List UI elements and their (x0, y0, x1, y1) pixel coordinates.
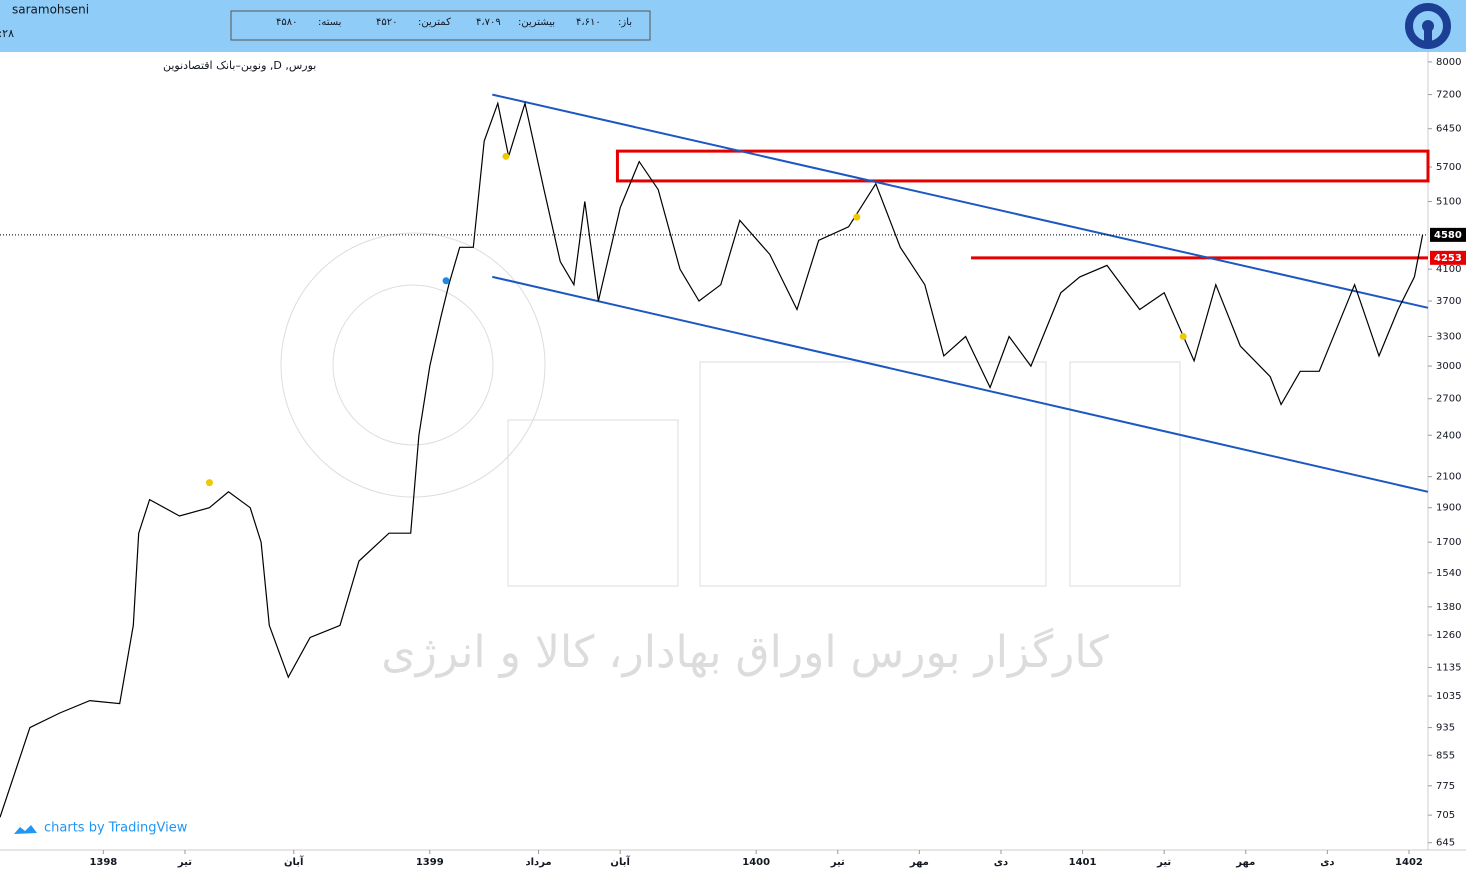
level-tag (1430, 250, 1466, 265)
tv-logo (14, 825, 37, 834)
x-tick-label: دی (1320, 857, 1334, 868)
y-tick-label: 1900 (1436, 503, 1461, 514)
y-tick-label: 8000 (1436, 57, 1461, 68)
x-tick-label: مرداد (526, 857, 552, 868)
datetime: ۱۴۰۲/۰۱/۲۰ ۱۱:۵۰:۲۸ (0, 27, 14, 40)
stat-value: ۴۵۲۰ (376, 17, 397, 28)
stat-value: ۴۵۸۰ (276, 17, 297, 28)
signal-marker (205, 479, 213, 487)
y-tick-label: 7200 (1436, 90, 1461, 101)
y-tick-label: 2400 (1436, 430, 1461, 441)
y-tick-label: 855 (1436, 750, 1455, 761)
y-tick-label: 1260 (1436, 630, 1461, 641)
signal-marker (853, 213, 861, 221)
x-tick-label: 1398 (89, 857, 117, 868)
y-tick-label: 1700 (1436, 537, 1461, 548)
stats: باز: ۴،۶۱۰ بیشترین: ۴،۷۰۹ کمترین: ۴۵۲۰ بسته: ۴۵… (276, 17, 632, 28)
x-tick-label: تیر (830, 857, 845, 868)
x-tick-label: تیر (1156, 857, 1171, 868)
y-tick-label: 1540 (1436, 568, 1461, 579)
header-bar (0, 0, 1466, 52)
x-tick-label: آبان (610, 855, 630, 868)
x-tick-label: مهر (909, 857, 929, 868)
stat-label: باز: (618, 17, 632, 28)
price-line (0, 100, 1424, 818)
y-tick-label: 935 (1436, 723, 1455, 734)
stat-value: ۴،۷۰۹ (476, 17, 501, 28)
y-tick-label: 3000 (1436, 361, 1461, 372)
x-tick-label: 1400 (742, 857, 770, 868)
x-tick-label: مهر (1235, 857, 1255, 868)
trend-line (492, 93, 1429, 309)
resistance-zone (615, 149, 1430, 183)
logo (1405, 3, 1451, 49)
x-tick-label: دی (994, 857, 1008, 868)
y-tick-label: 3300 (1436, 332, 1461, 343)
signal-marker (502, 152, 510, 160)
y-tick-label: 1135 (1436, 662, 1461, 673)
stat-label: بیشترین: (518, 17, 555, 28)
last-price-tag (1430, 227, 1466, 242)
level-label: 4253 (1434, 253, 1462, 264)
y-tick-label: 775 (1436, 781, 1455, 792)
user-name: saramohseni (12, 3, 89, 17)
y-tick-label: 1035 (1436, 691, 1461, 702)
stat-label: کمترین: (418, 17, 451, 28)
y-tick-label: 2100 (1436, 472, 1461, 483)
y-tick-label: 705 (1436, 810, 1455, 821)
y-tick-label: 6450 (1436, 124, 1461, 135)
y-tick-label: 5100 (1436, 197, 1461, 208)
x-tick-label: آبان (284, 855, 304, 868)
x-tick-label: 1402 (1395, 857, 1423, 868)
signal-marker (442, 277, 450, 285)
watermark-text: کارگزار بورس اوراق بهادار، کالا و انرژی (381, 627, 1109, 678)
y-tick-label: 1380 (1436, 602, 1461, 613)
stat-label: بسته: (318, 17, 341, 28)
y-tick-label: 2700 (1436, 394, 1461, 405)
x-tick-label: تیر (177, 857, 192, 868)
y-tick-label: 3700 (1436, 296, 1461, 307)
watermark-shape (280, 232, 1181, 587)
last-price-label: 4580 (1434, 230, 1462, 241)
x-tick-label: 1399 (416, 857, 444, 868)
x-tick-label: 1401 (1069, 857, 1097, 868)
symbol: بورس, D, ونوین–بانک اقتصادنوین (163, 59, 316, 72)
signal-marker (1179, 333, 1187, 341)
trend-line (492, 275, 1429, 493)
y-tick-label: 4100 (1436, 264, 1461, 275)
footer: charts by TradingView (44, 821, 188, 836)
y-tick-label: 5700 (1436, 162, 1461, 173)
y-tick-label: 645 (1436, 838, 1455, 849)
stats-box (230, 10, 651, 41)
stat-value: ۴،۶۱۰ (576, 17, 601, 28)
